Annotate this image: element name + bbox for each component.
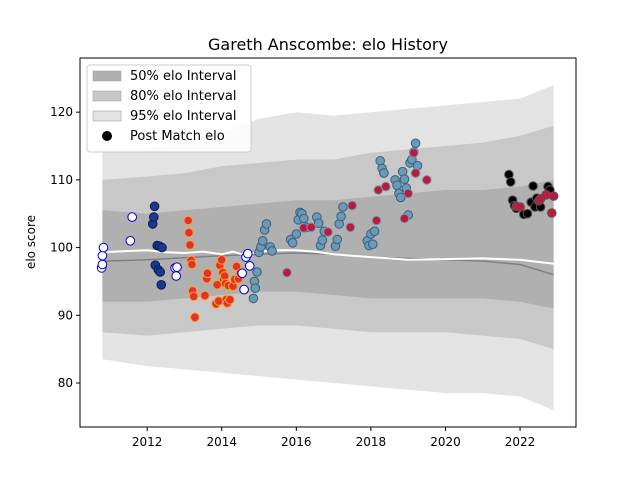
data-point-4-25: [332, 234, 343, 245]
data-point-6-1: [505, 177, 516, 187]
data-point-5-12: [410, 168, 421, 178]
data-point-2-15: [216, 254, 227, 265]
data-point-2-7: [190, 312, 200, 323]
y-tick-label: 80: [58, 376, 73, 390]
data-point-4-0: [248, 293, 259, 304]
data-point-2-0: [183, 215, 193, 226]
data-point-4-8: [261, 219, 272, 229]
legend-label: 80% elo Interval: [130, 89, 237, 104]
data-point-1-9: [157, 242, 167, 253]
data-point-2-2: [185, 240, 195, 250]
legend-label: 50% elo Interval: [130, 69, 237, 84]
x-tick-label: 2020: [430, 435, 461, 449]
y-axis: 80 90 100 110 120: [50, 105, 80, 390]
legend-swatch: [92, 90, 122, 102]
data-point-2-10: [202, 268, 213, 279]
x-tick-label: 2016: [281, 435, 312, 449]
plot-frame: [79, 57, 577, 428]
x-tick-label: 2022: [505, 435, 536, 449]
y-tick-label: 100: [50, 241, 73, 255]
x-tick-label: 2014: [206, 435, 237, 449]
data-point-5-0: [282, 267, 292, 278]
chart-title: Gareth Anscombe: elo History: [208, 35, 448, 54]
interval-band-2: [102, 179, 554, 309]
data-point-5-3: [323, 227, 333, 237]
x-tick-label: 2018: [356, 435, 387, 449]
data-point-6-6: [522, 208, 533, 219]
data-point-0-1: [97, 259, 108, 270]
data-point-6-8: [528, 181, 538, 191]
data-point-3-3: [243, 248, 253, 259]
x-axis: 2012 2014 2016 2018 2020 2022: [132, 427, 535, 449]
median-lines: [102, 249, 554, 276]
data-point-5-5: [347, 200, 358, 211]
data-point-2-4: [187, 259, 197, 270]
y-axis-label: elo score: [24, 215, 38, 269]
legend-swatch: [92, 70, 122, 82]
data-point-4-20: [313, 218, 324, 228]
data-point-4-48: [410, 138, 421, 149]
interval-bands: [102, 85, 554, 411]
data-point-4-6: [257, 236, 268, 246]
data-point-3-1: [239, 284, 249, 295]
median-line-1: [102, 249, 554, 265]
data-point-4-13: [291, 229, 302, 239]
legend-label: 95% elo Interval: [130, 109, 237, 124]
data-point-5-4: [345, 222, 356, 233]
x-tick-label: 2012: [132, 435, 163, 449]
data-point-2-23: [225, 294, 235, 305]
data-point-4-33: [369, 226, 380, 237]
data-point-7-1: [515, 202, 525, 212]
data-point-4-42: [399, 174, 410, 184]
data-point-5-10: [399, 213, 410, 224]
legend: 50% elo Interval 80% elo Interval 95% elo …: [86, 64, 252, 153]
data-point-1-8: [156, 280, 167, 290]
data-point-1-7: [155, 267, 165, 277]
data-point-0-3: [98, 242, 109, 253]
data-point-4-10: [267, 246, 277, 256]
data-point-0-4: [125, 236, 136, 246]
legend-label: Post Match elo: [130, 129, 225, 144]
legend-marker: [102, 131, 112, 141]
data-point-4-36: [379, 168, 389, 178]
y-tick-label: 120: [50, 105, 73, 119]
data-point-0-7: [171, 271, 181, 281]
data-point-4-32: [368, 239, 378, 249]
legend-box: [86, 64, 252, 153]
data-point-5-11: [409, 148, 419, 158]
data-point-4-27: [336, 211, 346, 222]
data-point-4-12: [287, 238, 298, 248]
data-point-4-3: [252, 267, 262, 277]
data-point-7-5: [547, 208, 557, 218]
data-point-4-22: [317, 235, 328, 245]
data-point-2-1: [184, 227, 194, 238]
y-tick-label: 90: [58, 308, 73, 322]
data-point-3-4: [244, 261, 255, 271]
data-point-3-0: [237, 268, 247, 279]
data-point-4-40: [395, 192, 406, 203]
data-point-0-5: [127, 212, 137, 222]
post-match-points: [96, 138, 559, 323]
data-point-5-6: [371, 215, 382, 226]
data-point-5-2: [306, 222, 317, 233]
legend-swatch: [92, 110, 122, 122]
data-point-0-8: [172, 262, 182, 273]
data-point-5-9: [403, 188, 414, 199]
y-tick-label: 110: [50, 173, 73, 187]
data-point-0-2: [97, 250, 108, 261]
data-point-5-13: [422, 175, 432, 185]
data-point-2-6: [188, 291, 199, 302]
data-point-1-2: [149, 201, 160, 212]
data-point-5-8: [381, 181, 391, 192]
data-point-4-17: [299, 213, 309, 224]
data-point-1-1: [149, 212, 159, 222]
data-point-7-6: [548, 191, 559, 201]
data-point-4-28: [338, 202, 348, 212]
data-point-4-2: [250, 283, 261, 294]
data-point-2-8: [200, 290, 210, 301]
data-point-4-38: [392, 180, 402, 191]
